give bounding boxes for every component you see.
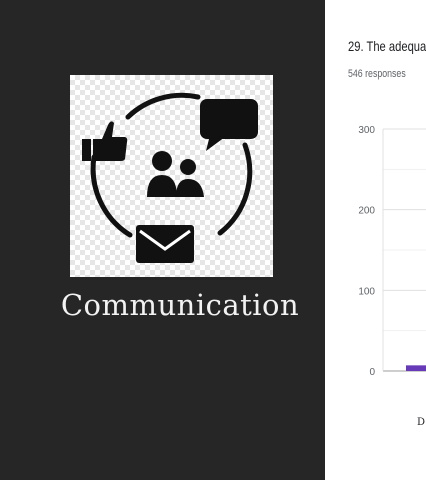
communication-icon bbox=[70, 75, 273, 277]
communication-cycle-icon bbox=[82, 92, 258, 263]
speech-bubble-icon bbox=[200, 99, 258, 151]
category-label: D bbox=[417, 417, 425, 428]
bar-chart: 300 200 100 0 D bbox=[358, 125, 426, 428]
form-summary-panel: 29. The adequa 546 responses 300 200 100 0 D bbox=[325, 0, 426, 480]
y-tick-label: 300 bbox=[358, 125, 375, 136]
y-tick-label: 200 bbox=[358, 206, 375, 217]
question-title: 29. The adequa bbox=[348, 38, 426, 54]
slide-panel: Communication bbox=[60, 75, 299, 322]
response-count: 546 responses bbox=[348, 68, 406, 80]
envelope-icon bbox=[136, 225, 194, 263]
slide-caption: Communication bbox=[60, 288, 300, 322]
thumbs-up-icon bbox=[82, 121, 128, 161]
bar bbox=[406, 365, 426, 371]
y-tick-label: 0 bbox=[369, 367, 375, 378]
people-icon bbox=[147, 151, 204, 197]
y-tick-label: 100 bbox=[358, 286, 375, 297]
